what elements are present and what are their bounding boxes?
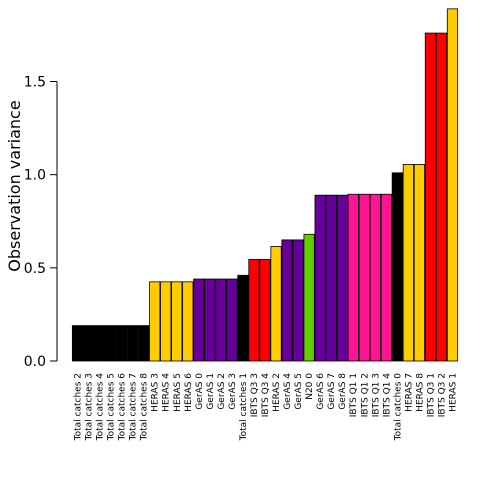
bar bbox=[138, 325, 150, 362]
x-tick-label: HERAS 7 bbox=[404, 373, 414, 412]
x-tick-label: HERAS 4 bbox=[162, 373, 172, 412]
bar bbox=[149, 281, 161, 362]
bar bbox=[204, 278, 216, 362]
x-tick-label: HERAS 5 bbox=[173, 373, 183, 412]
bar bbox=[336, 194, 348, 362]
x-tick-label: HERAS 3 bbox=[151, 373, 161, 412]
x-tick-label: GerAS 8 bbox=[338, 373, 348, 410]
y-tick-label: 0.0 bbox=[24, 354, 46, 370]
bar bbox=[93, 325, 106, 362]
x-tick-label: GerAS 3 bbox=[228, 373, 238, 410]
bar bbox=[303, 233, 315, 362]
x-tick-label: HERAS 6 bbox=[184, 373, 194, 412]
bar bbox=[424, 32, 437, 362]
x-tick-labels: Total catches 2 Total catches 3 Total catc… bbox=[74, 373, 459, 442]
bar bbox=[391, 172, 403, 362]
bar bbox=[314, 194, 326, 362]
x-tick-label: Total catches 6 bbox=[118, 373, 128, 442]
x-tick-label: GerAS 7 bbox=[327, 373, 337, 410]
bar bbox=[402, 164, 414, 362]
bar bbox=[413, 164, 425, 362]
y-tick-label: 1.5 bbox=[24, 75, 46, 91]
x-tick-label: GerAS 5 bbox=[294, 373, 304, 410]
bar bbox=[215, 278, 227, 362]
bar bbox=[259, 259, 271, 362]
bar bbox=[71, 325, 84, 362]
bar bbox=[358, 193, 370, 362]
x-tick-label: IBTS Q1 4 bbox=[382, 373, 392, 418]
bar bbox=[105, 325, 117, 362]
bar bbox=[237, 274, 249, 362]
x-tick-label: HERAS 1 bbox=[448, 373, 458, 412]
x-tick-label: GerAS 2 bbox=[217, 373, 227, 410]
x-tick-label: Total catches 4 bbox=[96, 373, 106, 442]
bar bbox=[380, 193, 392, 362]
bar bbox=[325, 194, 337, 362]
x-tick-label: IBTS Q1 3 bbox=[371, 373, 381, 417]
bar bbox=[292, 239, 304, 362]
x-tick-label: IBTS Q1 1 bbox=[349, 373, 359, 417]
x-tick-label: GerAS 6 bbox=[316, 373, 326, 410]
x-tick-label: Total catches 7 bbox=[129, 373, 139, 441]
bar bbox=[116, 325, 128, 362]
bar bbox=[248, 259, 260, 362]
x-tick-label: GerAS 1 bbox=[206, 373, 216, 410]
bar bbox=[160, 281, 172, 362]
x-tick-label: IBTS Q3 1 bbox=[426, 373, 436, 417]
x-tick-label: Total catches 2 bbox=[74, 373, 84, 441]
x-tick-label: GerAS 4 bbox=[283, 373, 293, 410]
bars-group bbox=[71, 8, 459, 362]
x-tick-label: GerAS 0 bbox=[195, 373, 205, 410]
y-axis-label: Observation variance bbox=[5, 100, 24, 271]
bar bbox=[281, 239, 293, 362]
y-axis: 0.0 0.5 1.0 1.5 bbox=[24, 75, 58, 370]
x-tick-label: N20 0 bbox=[305, 373, 315, 400]
x-tick-label: Total catches 3 bbox=[85, 373, 95, 441]
x-tick-label: HERAS 2 bbox=[272, 373, 282, 412]
x-tick-label: IBTS Q3 3 bbox=[250, 373, 260, 417]
bar bbox=[446, 8, 459, 362]
x-tick-label: IBTS Q3 2 bbox=[437, 373, 447, 417]
y-tick-label: 0.5 bbox=[24, 261, 46, 277]
bar bbox=[347, 193, 359, 362]
bar bbox=[226, 278, 238, 362]
bar bbox=[182, 281, 194, 362]
bar bbox=[82, 325, 95, 362]
bar bbox=[369, 193, 381, 362]
x-tick-label: HERAS 8 bbox=[415, 373, 425, 412]
bar bbox=[270, 246, 282, 362]
x-tick-label: IBTS Q1 2 bbox=[360, 373, 370, 417]
bar bbox=[435, 32, 448, 362]
x-tick-label: Total catches 1 bbox=[239, 373, 249, 441]
y-tick-label: 1.0 bbox=[24, 168, 46, 184]
bar bbox=[171, 281, 183, 362]
x-tick-label: Total catches 5 bbox=[107, 373, 117, 441]
bar bbox=[127, 325, 139, 362]
x-tick-label: Total catches 0 bbox=[393, 373, 403, 442]
x-tick-label: IBTS Q3 4 bbox=[261, 373, 271, 418]
x-tick-label: Total catches 8 bbox=[140, 373, 150, 442]
bar bbox=[193, 278, 205, 362]
